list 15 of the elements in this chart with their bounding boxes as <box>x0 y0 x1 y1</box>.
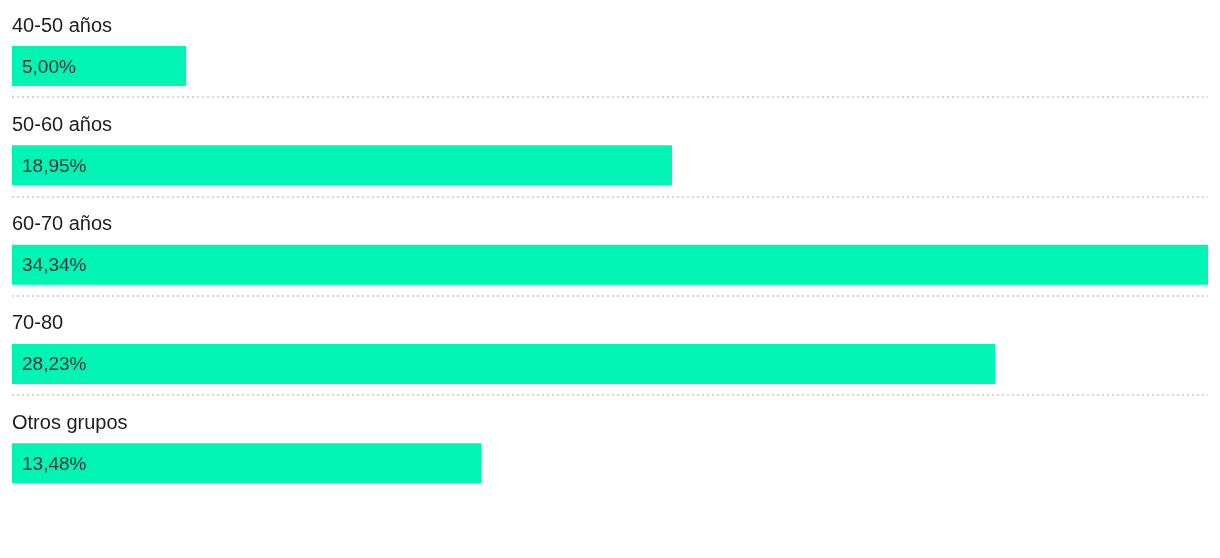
data-label: 34,34% <box>22 254 87 276</box>
data-label: 5,00% <box>22 55 76 77</box>
data-label: 28,23% <box>22 353 87 375</box>
bar <box>12 343 996 384</box>
data-label: 13,48% <box>22 452 87 474</box>
y-tick-label: Otros grupos <box>12 410 128 433</box>
bar <box>12 443 482 484</box>
y-tick-label: 60-70 años <box>12 212 113 235</box>
bar <box>12 46 187 87</box>
data-label: 18,95% <box>22 154 87 176</box>
bar <box>12 244 1208 285</box>
y-tick-label: 40-50 años <box>12 13 113 36</box>
bar <box>12 145 672 186</box>
y-tick-label: 70-80 <box>12 311 64 334</box>
y-tick-label: 50-60 años <box>12 112 113 135</box>
